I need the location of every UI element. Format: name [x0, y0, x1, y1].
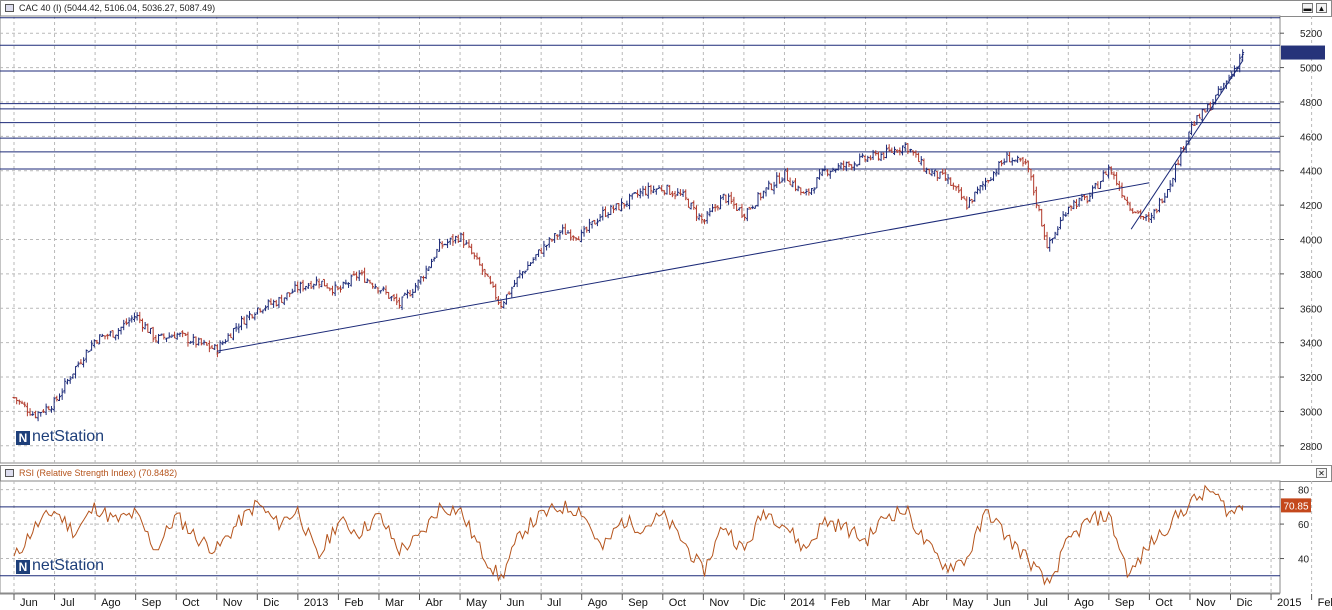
price-y-tick-label: 3400	[1300, 339, 1323, 350]
x-axis-label: Oct	[1155, 597, 1172, 609]
x-axis-label: May	[466, 597, 487, 609]
rsi-line-group	[13, 484, 1244, 586]
rsi-panel-title: RSI (Relative Strength Index) (70.8482)	[19, 468, 178, 478]
x-axis-label: Jul	[61, 597, 75, 609]
price-grid	[0, 16, 1313, 463]
last-rsi-badge	[1281, 498, 1311, 513]
price-panel-title: CAC 40 (I) (5044.42, 5106.04, 5036.27, 5…	[19, 3, 216, 13]
last-rsi-badge-text: 70.85	[1283, 501, 1308, 512]
x-axis-label: Dic	[750, 597, 766, 609]
x-axis-label: Jul	[547, 597, 561, 609]
x-axis-label: Ago	[1074, 597, 1094, 609]
price-y-tick-label: 4800	[1300, 98, 1323, 109]
rsi-grid	[0, 481, 1313, 593]
x-axis-label: Oct	[182, 597, 199, 609]
price-plot-frame	[0, 15, 1281, 464]
price-watermark-text: netStation	[32, 428, 105, 445]
x-axis-label: Abr	[426, 597, 443, 609]
rsi-y-tick-label: 80	[1298, 486, 1310, 497]
x-axis-label: Dic	[263, 597, 279, 609]
rsi-horizontal-levels	[0, 506, 1280, 577]
x-axis-label: Abr	[912, 597, 929, 609]
price-horizontal-levels	[0, 17, 1280, 170]
x-axis-label: Oct	[669, 597, 686, 609]
rsi-y-tick-label: 60	[1298, 520, 1310, 531]
x-axis-label: Sep	[1115, 597, 1135, 609]
value-badges: 70.85	[1281, 45, 1325, 513]
price-ohlc-bars	[12, 49, 1245, 422]
price-y-tick-label: 5000	[1300, 64, 1323, 75]
rsi-close-button[interactable]: ✕	[1316, 468, 1327, 478]
x-axis-label: Jul	[1034, 597, 1048, 609]
x-axis-label: Nov	[223, 597, 243, 609]
netstation-logo-icon: N	[16, 431, 30, 445]
x-axis-label: 2015	[1277, 597, 1301, 609]
x-axis-label: Mar	[872, 597, 891, 609]
rsi-window-icon	[5, 469, 14, 477]
x-axis-label: Nov	[709, 597, 729, 609]
x-axis-label: Feb	[831, 597, 850, 609]
price-y-tick-label: 5200	[1300, 29, 1323, 40]
price-y-tick-label: 4200	[1300, 201, 1323, 212]
x-axis-label: Feb	[344, 597, 363, 609]
rsi-y-axis: 40 60 80	[1280, 486, 1310, 566]
x-axis-label: Feb	[1318, 597, 1332, 609]
rsi-y-tick-label: 40	[1298, 555, 1310, 566]
x-axis-label: Dic	[1237, 597, 1253, 609]
x-axis-label: Ago	[588, 597, 608, 609]
x-axis-label: Ago	[101, 597, 121, 609]
price-y-tick-label: 4000	[1300, 236, 1323, 247]
rsi-watermark-text: netStation	[32, 557, 105, 574]
price-y-tick-label: 3000	[1300, 407, 1323, 418]
price-y-tick-label: 4400	[1300, 167, 1323, 178]
minimize-button[interactable]: ▬	[1302, 3, 1313, 13]
price-y-tick-label: 3600	[1300, 304, 1323, 315]
price-y-tick-label: 4600	[1300, 132, 1323, 143]
rsi-line	[13, 484, 1244, 586]
x-axis: Jun Jul Ago Sep Oct Nov Dic 2013 Feb Mar Abr May Jun…	[0, 593, 1332, 609]
last-price-badge	[1281, 45, 1325, 60]
maximize-button[interactable]: ▲	[1316, 3, 1327, 13]
x-axis-label: Jun	[993, 597, 1011, 609]
price-y-tick-label: 3200	[1300, 373, 1323, 384]
x-axis-label: Nov	[1196, 597, 1216, 609]
x-axis-label: Mar	[385, 597, 404, 609]
x-axis-label: Sep	[628, 597, 648, 609]
netstation-logo-icon: N	[16, 560, 30, 574]
x-axis-label: Jun	[507, 597, 525, 609]
trendline	[216, 182, 1150, 352]
rsi-plot-frame	[0, 480, 1281, 594]
price-y-axis: 2800 3000 3200 3400 3600 3800 4000 4200 4400 4600…	[1280, 29, 1323, 453]
price-y-tick-label: 3800	[1300, 270, 1323, 281]
x-axis-label: 2013	[304, 597, 328, 609]
price-y-tick-label: 2800	[1300, 442, 1323, 453]
price-trendlines	[216, 60, 1244, 352]
x-axis-label: Jun	[20, 597, 38, 609]
x-axis-label: May	[953, 597, 974, 609]
x-axis-label: Sep	[142, 597, 162, 609]
trendline	[1130, 60, 1244, 230]
x-axis-label: 2014	[790, 597, 814, 609]
chart-window-icon	[5, 4, 14, 12]
